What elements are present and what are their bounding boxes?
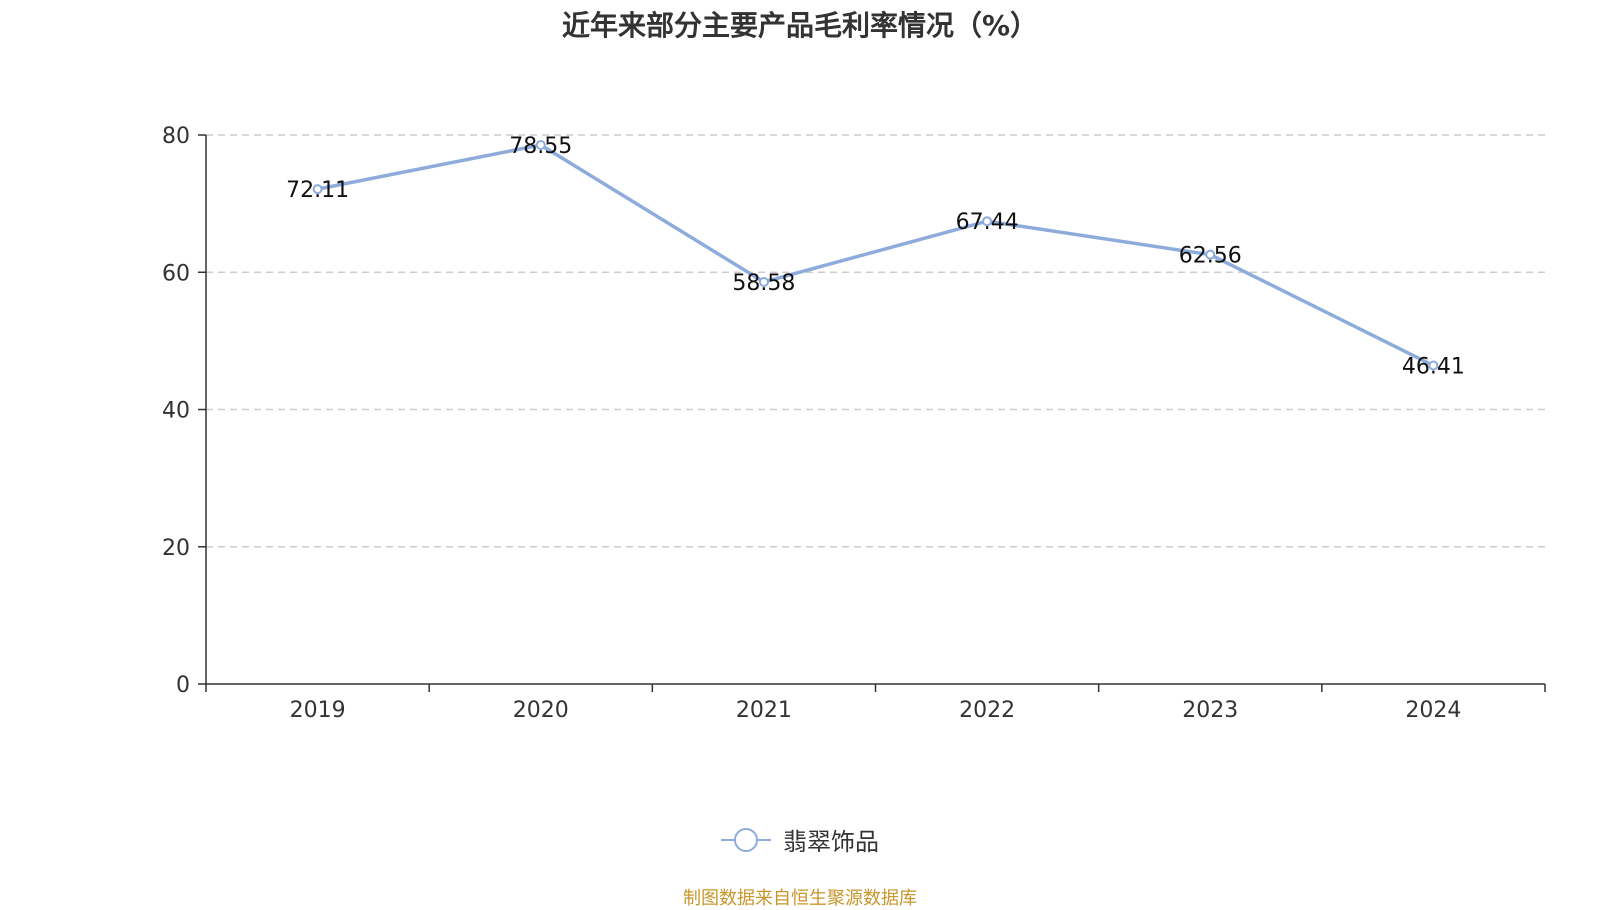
x-tick-label: 2022 bbox=[959, 698, 1015, 723]
source-note: 制图数据来自恒生聚源数据库 bbox=[683, 888, 917, 909]
axes: 0 20 40 60 80 2019 2020 2021 2022 2023 2024 bbox=[162, 124, 1546, 723]
x-tick-label: 2024 bbox=[1405, 698, 1461, 723]
x-tick-label: 2020 bbox=[513, 698, 569, 723]
data-point[interactable] bbox=[758, 276, 769, 287]
data-label: 67.44 bbox=[956, 210, 1019, 235]
data-label: 78.55 bbox=[509, 134, 572, 159]
y-tick-label: 60 bbox=[162, 261, 190, 286]
data-point[interactable] bbox=[312, 184, 323, 195]
grid-lines bbox=[206, 134, 1545, 548]
data-labels: 72.11 78.55 58.58 67.44 62.56 46.41 bbox=[286, 134, 1465, 380]
x-tick-label: 2023 bbox=[1182, 698, 1238, 723]
chart-title: 近年来部分主要产品毛利率情况（%） bbox=[561, 9, 1039, 42]
y-tick-label: 40 bbox=[162, 399, 190, 424]
series-lines bbox=[312, 139, 1439, 371]
data-label: 58.58 bbox=[732, 271, 795, 296]
y-tick-label: 0 bbox=[176, 673, 190, 698]
y-tick-label: 80 bbox=[162, 124, 190, 149]
y-tick-label: 20 bbox=[162, 536, 190, 561]
data-point[interactable] bbox=[535, 139, 546, 150]
data-label: 62.56 bbox=[1179, 244, 1242, 269]
x-tick-label: 2019 bbox=[290, 698, 346, 723]
data-label: 46.41 bbox=[1402, 355, 1465, 380]
data-label: 72.11 bbox=[286, 178, 349, 203]
series-line bbox=[317, 143, 1435, 368]
legend-label: 翡翠饰品 bbox=[783, 828, 879, 856]
data-point[interactable] bbox=[982, 216, 993, 227]
legend-line-icon bbox=[721, 827, 771, 852]
data-point[interactable] bbox=[1205, 249, 1216, 260]
x-tick-label: 2021 bbox=[736, 698, 792, 723]
legend[interactable]: 翡翠饰品 bbox=[0, 822, 1600, 859]
data-point[interactable] bbox=[1428, 360, 1439, 371]
